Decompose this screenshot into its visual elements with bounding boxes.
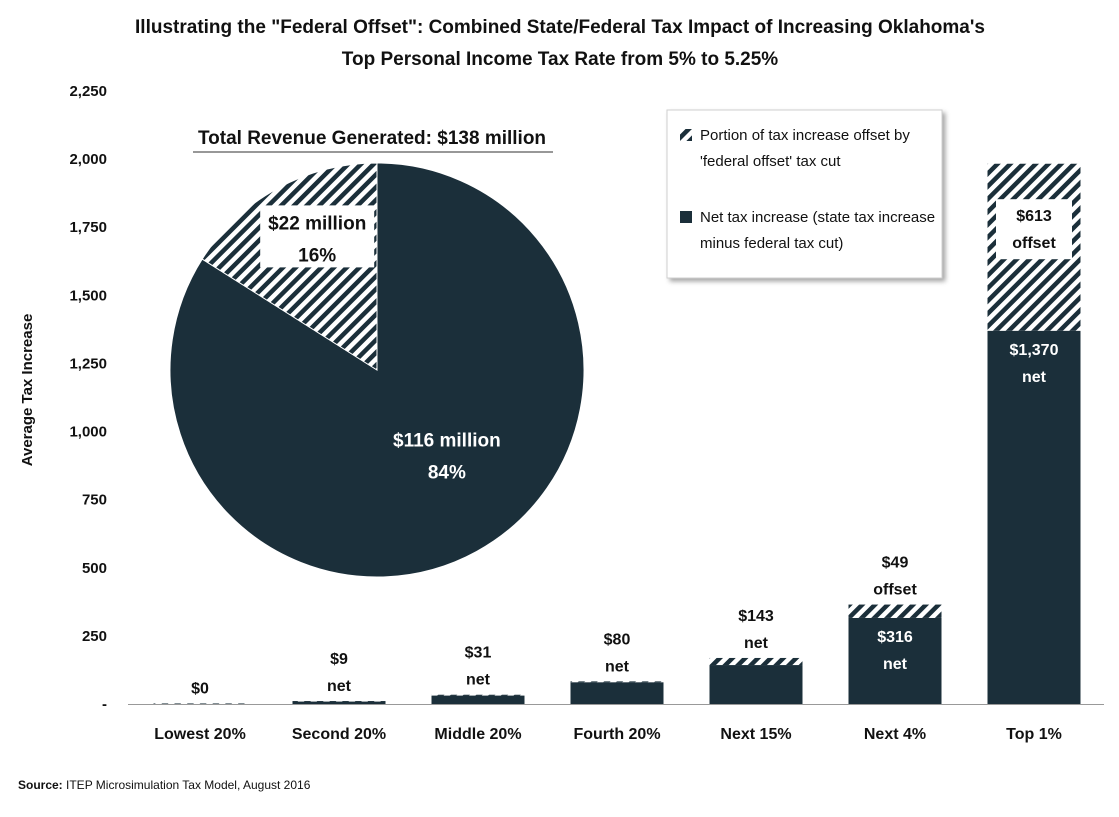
pie-label-line: 84% [428, 463, 466, 484]
y-tick-label: 1,000 [69, 424, 107, 441]
y-axis-ticks: - 250 500 750 1,000 1,250 1,500 1,750 2,000 2,250 [69, 83, 107, 713]
data-label-next-4pct: $49 offset [873, 555, 917, 599]
source-note: Source: ITEP Microsimulation Tax Model, … [18, 778, 311, 792]
bar-fourth-20pct-net [570, 682, 664, 704]
data-label-line: offset [873, 582, 917, 599]
bar-second-20pct-offset [292, 701, 386, 702]
data-label-middle-20pct: $31 net [465, 645, 492, 689]
pie-label-offset: $22 million 16% [260, 205, 375, 268]
data-label-next-15pct: $143 net [738, 608, 774, 652]
x-category-label: Lowest 20% [154, 726, 246, 743]
legend-swatch [680, 211, 692, 223]
y-axis-label: Average Tax Increase [19, 314, 36, 467]
data-label-line: $143 [738, 608, 774, 625]
x-axis-categories: Lowest 20% Second 20% Middle 20% Fourth 20%… [154, 726, 1062, 743]
data-label-fourth-20pct: $80 net [604, 631, 631, 675]
data-label-line: $613 [1016, 208, 1052, 225]
data-label-line: $9 [330, 651, 348, 668]
bar-top-1pct-net [987, 330, 1081, 704]
data-label-line: net [327, 678, 352, 695]
pie-label-box [260, 205, 375, 268]
data-label-line: net [1022, 369, 1047, 386]
legend-swatch [680, 129, 692, 141]
y-tick-label: 2,250 [69, 83, 107, 100]
bar-second-20pct-net [292, 701, 386, 704]
bar-lowest-20pct-offset [153, 703, 247, 704]
data-label-line: $49 [882, 555, 909, 572]
data-label-line: net [744, 635, 769, 652]
x-category-label: Second 20% [292, 726, 386, 743]
y-tick-label: 750 [82, 492, 107, 509]
data-label-line: net [883, 656, 908, 673]
pie-title: Total Revenue Generated: $138 million [198, 128, 546, 149]
bar-middle-20pct-offset [431, 694, 525, 696]
legend-text-line: Portion of tax increase offset by [700, 127, 910, 144]
x-category-label: Next 4% [864, 726, 926, 743]
pie-label-line: $22 million [268, 213, 366, 234]
x-category-label: Middle 20% [434, 726, 521, 743]
y-tick-label: 1,750 [69, 219, 107, 236]
legend-text-line: Net tax increase (state tax increase [700, 209, 935, 226]
data-label-line: net [466, 672, 491, 689]
bar-data-labels: $0 $9 net $31 net $80 net $143 net $49 offset $316 n… [191, 199, 1072, 697]
pie-label-line: 16% [298, 245, 336, 266]
x-category-label: Fourth 20% [573, 726, 660, 743]
data-label-second-20pct: $9 net [327, 651, 352, 695]
bar-series [153, 163, 1081, 704]
bar-middle-20pct-net [431, 695, 525, 704]
data-label-top-1pct: $613 offset [996, 199, 1072, 260]
legend-box [666, 109, 943, 279]
bar-fourth-20pct-offset [570, 681, 664, 683]
data-label-lowest-20pct: $0 [191, 680, 209, 697]
chart-title-line-2: Top Personal Income Tax Rate from 5% to … [342, 49, 779, 70]
y-tick-label: 500 [82, 560, 107, 577]
legend-text-line: minus federal tax cut) [700, 235, 843, 252]
data-label-line: $316 [877, 629, 913, 646]
y-tick-label: - [102, 696, 107, 713]
legend-item-net: Net tax increase (state tax increase minu… [680, 209, 935, 252]
source-label: Source: [18, 778, 63, 792]
pie-label-net: $116 million 84% [393, 431, 501, 484]
pie-label-line: $116 million [393, 431, 501, 452]
data-label-box [996, 199, 1072, 260]
data-label-line: $1,370 [1010, 342, 1059, 359]
data-label-line: $31 [465, 645, 492, 662]
legend: Portion of tax increase offset by 'federa… [666, 109, 943, 279]
x-category-label: Top 1% [1006, 726, 1062, 743]
x-category-label: Next 15% [720, 726, 791, 743]
bar-next-15pct-net [709, 665, 803, 704]
legend-text-line: 'federal offset' tax cut [700, 153, 841, 170]
bar-next-15pct-offset [709, 657, 803, 666]
y-tick-label: 250 [82, 628, 107, 645]
y-tick-label: 2,000 [69, 151, 107, 168]
bar-next-4pct-offset [848, 604, 942, 618]
bar-next-4pct-net [848, 617, 942, 704]
y-tick-label: 1,500 [69, 287, 107, 304]
source-text: ITEP Microsimulation Tax Model, August 2… [63, 778, 311, 792]
data-label-top-1pct: $1,370 net [1010, 342, 1059, 386]
data-label-line: offset [1012, 235, 1056, 252]
data-label-next-4pct: $316 net [877, 629, 913, 673]
chart-title-line-1: Illustrating the "Federal Offset": Combi… [135, 17, 985, 38]
pie-chart: Total Revenue Generated: $138 million $1… [169, 128, 585, 578]
data-label-line: $0 [191, 680, 209, 697]
data-label-line: $80 [604, 631, 631, 648]
y-tick-label: 1,250 [69, 355, 107, 372]
data-label-line: net [605, 658, 630, 675]
legend-item-offset: Portion of tax increase offset by 'federa… [680, 127, 910, 170]
